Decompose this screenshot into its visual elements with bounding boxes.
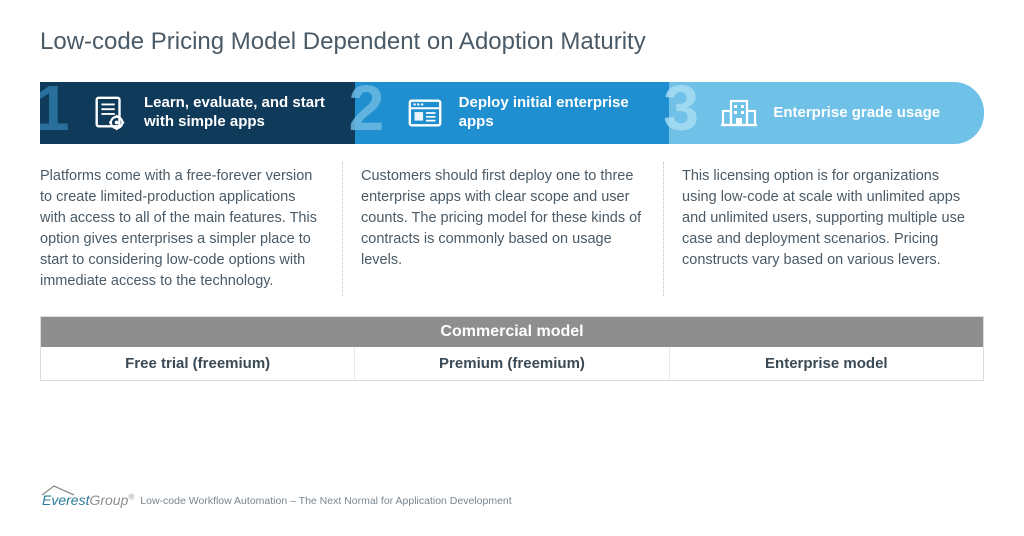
enterprise-building-icon bbox=[719, 93, 759, 133]
brand-second: Group bbox=[89, 492, 128, 508]
stage-1-number: 1 bbox=[40, 82, 70, 140]
stage-2-description: Customers should first deploy one to thr… bbox=[342, 162, 663, 296]
page-title: Low-code Pricing Model Dependent on Adop… bbox=[40, 28, 984, 56]
stage-3: 3 Enterprise grade usage bbox=[669, 82, 984, 144]
stage-1-label: Learn, evaluate, and start with simple a… bbox=[144, 94, 355, 132]
stage-3-number: 3 bbox=[663, 82, 699, 140]
stage-3-description: This licensing option is for organizatio… bbox=[663, 162, 984, 296]
logo-roof-icon bbox=[40, 484, 84, 496]
footer: EverestGroup® Low-code Workflow Automati… bbox=[40, 492, 512, 508]
stage-2-label: Deploy initial enterprise apps bbox=[459, 94, 670, 132]
table-cell-3: Enterprise model bbox=[670, 347, 983, 380]
stage-1-description: Platforms come with a free-forever versi… bbox=[40, 162, 342, 296]
footer-tagline: Low-code Workflow Automation – The Next … bbox=[140, 495, 511, 507]
stage-1: 1 Learn, evaluate, and start with simple… bbox=[40, 82, 355, 144]
stages-bar: 1 Learn, evaluate, and start with simple… bbox=[40, 82, 984, 144]
brand-reg: ® bbox=[128, 492, 134, 501]
descriptions-row: Platforms come with a free-forever versi… bbox=[40, 162, 984, 296]
commercial-model-table: Commercial model Free trial (freemium) P… bbox=[40, 316, 984, 381]
table-cell-2: Premium (freemium) bbox=[355, 347, 669, 380]
document-gear-icon bbox=[90, 93, 130, 133]
stage-3-label: Enterprise grade usage bbox=[773, 104, 952, 123]
stage-2-number: 2 bbox=[349, 82, 385, 140]
brand-logo: EverestGroup® bbox=[40, 492, 134, 508]
table-row: Free trial (freemium) Premium (freemium)… bbox=[41, 347, 983, 380]
table-header: Commercial model bbox=[41, 317, 983, 347]
app-window-icon bbox=[405, 93, 445, 133]
stage-2: 2 Deploy initial enterprise apps bbox=[355, 82, 670, 144]
table-cell-1: Free trial (freemium) bbox=[41, 347, 355, 380]
